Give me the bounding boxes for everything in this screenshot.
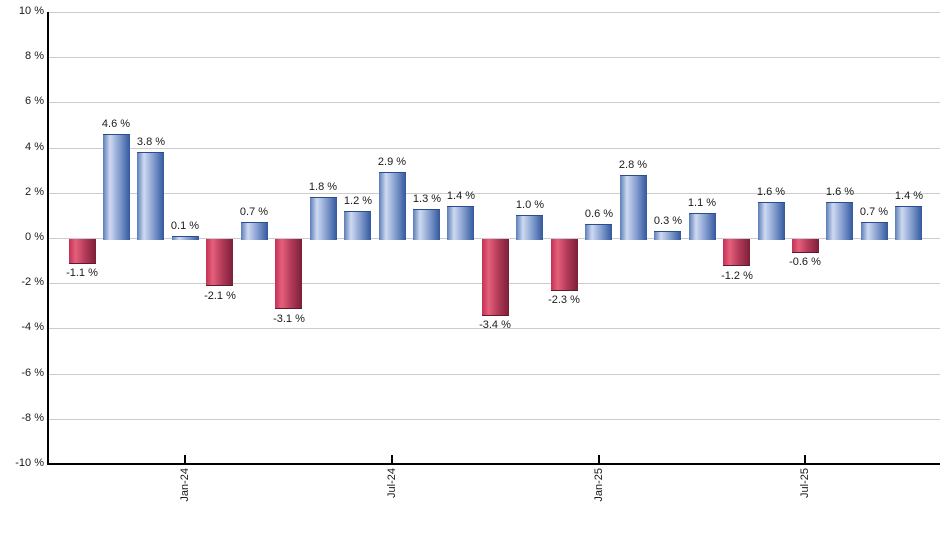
y-gridline	[48, 238, 940, 239]
bar	[585, 224, 612, 240]
bar-value-label: 0.3 %	[653, 215, 683, 227]
bar-value-label: -2.1 %	[204, 290, 236, 302]
bar	[310, 197, 337, 240]
bar-value-label: 0.7 %	[239, 206, 269, 218]
bar	[792, 239, 819, 253]
y-tick-label: -6 %	[21, 367, 44, 379]
bar	[103, 134, 130, 240]
y-tick-label: -10 %	[15, 457, 44, 469]
bar-value-label: 1.6 %	[825, 186, 855, 198]
bar-value-label: -3.1 %	[273, 313, 305, 325]
bar-value-label: -3.4 %	[479, 319, 511, 331]
bar-value-label: 1.2 %	[343, 195, 373, 207]
bar	[206, 239, 233, 286]
y-tick-label: 2 %	[25, 186, 44, 198]
y-tick-label: -8 %	[21, 412, 44, 424]
bar	[516, 215, 543, 240]
y-gridline	[48, 148, 940, 149]
bar	[551, 239, 578, 291]
y-gridline	[48, 12, 940, 13]
bar	[758, 202, 785, 240]
x-tick-mark	[391, 455, 393, 463]
bar-value-label: -1.1 %	[66, 267, 98, 279]
bar-value-label: -0.6 %	[789, 256, 821, 268]
bar	[379, 172, 406, 240]
bar-value-label: 0.7 %	[859, 206, 889, 218]
y-gridline	[48, 328, 940, 329]
bar	[69, 239, 96, 264]
bar	[895, 206, 922, 240]
bar-value-label: 1.4 %	[894, 190, 924, 202]
bar	[344, 211, 371, 240]
x-tick-label: Jul-24	[386, 468, 398, 498]
y-gridline	[48, 102, 940, 103]
bar-value-label: -1.2 %	[721, 270, 753, 282]
y-tick-label: 8 %	[25, 50, 44, 62]
y-tick-label: 4 %	[25, 141, 44, 153]
bar-value-label: 2.9 %	[377, 156, 407, 168]
bar	[654, 231, 681, 240]
bar-value-label: 1.0 %	[515, 199, 545, 211]
bar	[620, 175, 647, 240]
bar	[689, 213, 716, 240]
x-tick-mark	[804, 455, 806, 463]
bar	[447, 206, 474, 240]
bar-value-label: 0.1 %	[170, 220, 200, 232]
y-tick-label: 10 %	[18, 5, 44, 17]
y-tick-label: 6 %	[25, 95, 44, 107]
bar-value-label: 0.6 %	[584, 208, 614, 220]
y-tick-label: 0 %	[25, 231, 44, 243]
bar-value-label: 1.6 %	[756, 186, 786, 198]
x-tick-label: Jan-25	[593, 468, 605, 502]
bar	[861, 222, 888, 240]
bar-value-label: 1.8 %	[308, 181, 338, 193]
bar	[723, 239, 750, 266]
bar	[172, 236, 199, 240]
bar	[241, 222, 268, 240]
bar-value-label: 2.8 %	[618, 159, 648, 171]
bar	[826, 202, 853, 240]
bar-value-label: 1.1 %	[687, 197, 717, 209]
y-gridline	[48, 374, 940, 375]
bar-value-label: 1.4 %	[446, 190, 476, 202]
x-axis-line	[47, 463, 940, 465]
bar	[137, 152, 164, 240]
y-gridline	[48, 57, 940, 58]
y-gridline	[48, 193, 940, 194]
bar	[413, 209, 440, 240]
x-tick-label: Jul-25	[799, 468, 811, 498]
bar-value-label: -2.3 %	[548, 294, 580, 306]
bar	[275, 239, 302, 309]
bar-value-label: 1.3 %	[412, 193, 442, 205]
y-tick-label: -4 %	[21, 321, 44, 333]
x-tick-mark	[598, 455, 600, 463]
bar	[482, 239, 509, 316]
y-axis-line	[47, 12, 49, 464]
y-tick-label: -2 %	[21, 276, 44, 288]
y-gridline	[48, 419, 940, 420]
bar-value-label: 3.8 %	[136, 136, 166, 148]
x-tick-mark	[184, 455, 186, 463]
x-tick-label: Jan-24	[179, 468, 191, 502]
bar-value-label: 4.6 %	[101, 118, 131, 130]
